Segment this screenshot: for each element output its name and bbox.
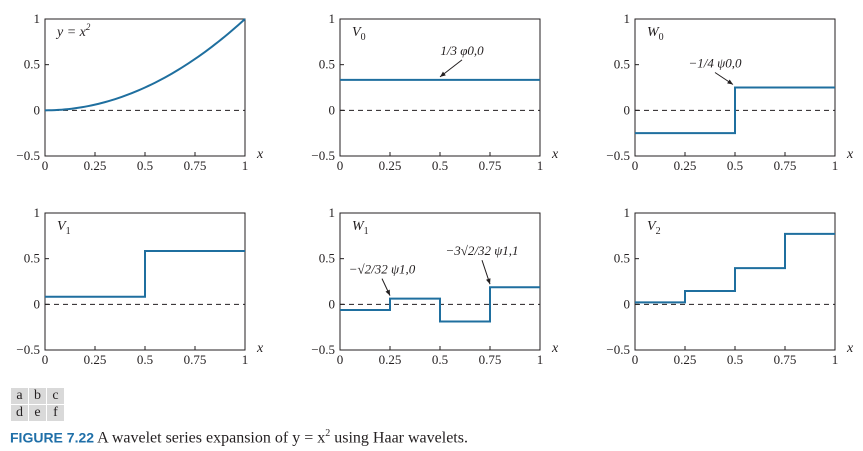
annotation-arrowhead [440,71,446,77]
panel-letter: a [11,388,28,404]
panel-letter-grid: a b c d e f [11,388,64,421]
y-tick-label: 1 [624,205,631,220]
x-tick-label: 1 [537,158,544,173]
x-tick-label: 0.75 [184,158,207,173]
panel-label: V0 [352,25,366,43]
y-tick-label: 1 [34,11,41,26]
y-tick-label: 0 [329,102,336,117]
x-tick-label: 0.5 [432,352,448,367]
x-tick-label: 1 [832,352,839,367]
x-tick-label: 0.5 [727,158,743,173]
x-axis-label: x [256,147,264,162]
plot-frame [339,212,541,351]
caption-text: A wavelet series expansion of y = x [94,429,326,447]
x-axis-label: x [256,341,264,356]
x-tick-label: 0.25 [379,352,402,367]
panel-letter: c [47,388,64,404]
x-tick-label: 0.75 [774,352,797,367]
x-tick-label: 0 [632,158,639,173]
y-tick-label: −0.5 [606,148,630,163]
y-tick-label: −0.5 [16,342,40,357]
x-tick-label: 0 [42,158,49,173]
caption-text-end: using Haar wavelets. [330,429,468,447]
annotation-label: −1/4 ψ0,0 [689,56,742,71]
panel-letter: e [29,405,46,421]
x-tick-label: 0.25 [674,352,697,367]
y-tick-label: 0 [34,102,41,117]
y-tick-label: 0.5 [319,57,335,72]
x-tick-label: 1 [242,158,249,173]
annotation-label: −√2/32 ψ1,0 [349,262,416,277]
y-tick-label: 0.5 [614,251,630,266]
panel-label: V1 [57,219,71,237]
y-tick-label: 0 [624,296,631,311]
x-tick-label: 0.25 [84,158,107,173]
annotation-label: −3√2/32 ψ1,1 [445,243,518,258]
x-tick-label: 0 [632,352,639,367]
series-step-line [340,286,540,323]
x-tick-label: 0.5 [137,158,153,173]
y-tick-label: −0.5 [311,148,335,163]
x-axis-label: x [551,341,559,356]
y-tick-label: −0.5 [311,342,335,357]
plot-frame [339,18,541,157]
y-tick-label: 1 [34,205,41,220]
y-tick-label: 0.5 [614,57,630,72]
panel-letter: d [11,405,28,421]
x-tick-label: 0.5 [727,352,743,367]
y-tick-label: 1 [329,205,336,220]
x-tick-label: 1 [537,352,544,367]
x-tick-label: 0.25 [674,158,697,173]
y-tick-label: −0.5 [16,148,40,163]
figure-label: FIGURE 7.22 [10,429,95,446]
annotation-arrowhead [727,79,733,85]
y-tick-label: 0.5 [24,57,40,72]
x-axis-label: x [846,341,854,356]
x-tick-label: 0 [42,352,49,367]
series-step-line [635,86,835,135]
x-tick-label: 0.75 [479,352,502,367]
x-tick-label: 0.5 [432,158,448,173]
annotation-label: 1/3 φ0,0 [440,43,484,58]
y-tick-label: 0 [624,102,631,117]
annotation-arrowhead [486,278,491,285]
x-axis-label: x [846,147,854,162]
panel-label: V2 [647,219,661,237]
x-tick-label: 0 [337,352,344,367]
y-tick-label: 0 [329,296,336,311]
panel-letter: f [47,405,64,421]
x-tick-label: 0.75 [184,352,207,367]
series-step-line [635,232,835,304]
y-tick-label: 1 [624,11,631,26]
panel-label: W1 [352,219,369,237]
x-tick-label: 1 [832,158,839,173]
y-tick-label: 0 [34,296,41,311]
series-step-line [45,250,245,298]
panel-letter: b [29,388,46,404]
x-tick-label: 0.75 [479,158,502,173]
x-tick-label: 0.5 [137,352,153,367]
y-tick-label: 0.5 [24,251,40,266]
x-tick-label: 0.25 [379,158,402,173]
x-tick-label: 0.25 [84,352,107,367]
series-curve [44,18,246,112]
x-tick-label: 0 [337,158,344,173]
y-tick-label: 1 [329,11,336,26]
annotation-arrowhead [385,289,390,296]
x-tick-label: 0.75 [774,158,797,173]
figure-caption: FIGURE 7.22 A wavelet series expansion o… [10,428,468,447]
caption-superscript: 2 [325,428,331,439]
x-tick-label: 1 [242,352,249,367]
x-axis-label: x [551,147,559,162]
panel-label: y = x2 [55,22,91,40]
y-tick-label: −0.5 [606,342,630,357]
y-tick-label: 0.5 [319,251,335,266]
panel-label: W0 [647,25,664,43]
